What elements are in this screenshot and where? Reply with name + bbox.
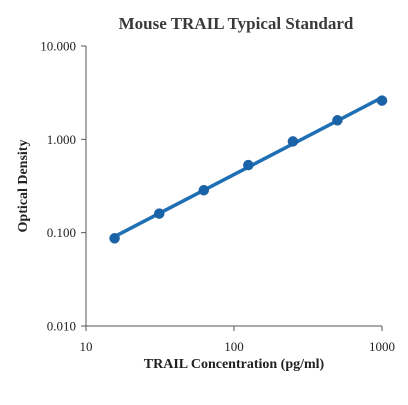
ticks	[81, 45, 383, 331]
data-point	[287, 136, 299, 147]
y-tick-label: 1.000	[47, 132, 76, 147]
y-tick-label: 0.010	[47, 319, 76, 334]
x-tick-label: 10	[80, 339, 93, 354]
data-points	[109, 95, 388, 244]
data-point	[153, 208, 165, 219]
x-tick-label: 100	[224, 339, 244, 354]
y-axis-label: Optical Density	[16, 140, 31, 233]
data-point	[376, 95, 388, 106]
chart-title: Mouse TRAIL Typical Standard	[119, 14, 354, 33]
y-tick-label: 0.100	[47, 225, 76, 240]
tick-labels: 10.000 1.000 0.100 0.010 10 100 1000	[40, 39, 395, 355]
data-point	[109, 233, 120, 244]
x-tick-label: 1000	[369, 339, 395, 354]
data-point	[198, 184, 210, 196]
data-point	[243, 159, 254, 171]
axes	[85, 46, 382, 327]
y-tick-label: 10.000	[40, 39, 76, 54]
data-point	[332, 115, 343, 126]
x-axis-label: TRAIL Concentration (pg/ml)	[144, 357, 325, 372]
